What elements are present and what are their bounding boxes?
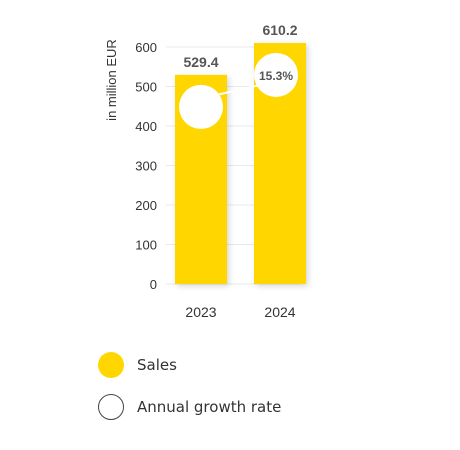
y-axis-ticks: 0 100 200 300 400 500 600 [135, 40, 157, 292]
x-tick-label-2023: 2023 [185, 304, 216, 320]
legend-item-growth-rate: Annual growth rate [98, 394, 281, 420]
bar-value-label-2024: 610.2 [262, 22, 297, 38]
y-tick-label: 0 [150, 277, 157, 292]
y-tick-label: 300 [135, 159, 157, 174]
growth-rate-circle [254, 52, 298, 97]
legend-item-sales: Sales [98, 352, 177, 378]
growth-connector-line [216, 83, 261, 96]
sales-filled-circle-icon [98, 352, 124, 378]
legend-label-growth-rate: Annual growth rate [137, 398, 282, 416]
sales-bar-chart: 0 100 200 300 400 500 600 in million EUR 529.4… [104, 22, 306, 320]
y-tick-label: 500 [135, 80, 157, 95]
x-axis-ticks: 2023 2024 [185, 304, 295, 320]
legend-label-sales: Sales [137, 356, 177, 374]
y-tick-label: 200 [135, 198, 157, 213]
growth-start-circle [179, 84, 223, 129]
bar-value-label-2023: 529.4 [183, 54, 218, 70]
y-tick-label: 600 [135, 40, 157, 55]
y-tick-label: 400 [135, 119, 157, 134]
y-axis-label: in million EUR [104, 39, 119, 121]
y-tick-label: 100 [135, 238, 157, 253]
growth-rate-outlined-circle-icon [98, 394, 124, 420]
x-tick-label-2024: 2024 [264, 304, 295, 320]
growth-rate-annotation: 15.3% [179, 52, 298, 129]
growth-rate-label: 15.3% [259, 69, 293, 83]
